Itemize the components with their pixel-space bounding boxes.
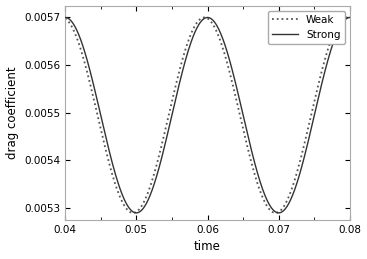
Strong bbox=[63, 16, 67, 19]
Strong bbox=[112, 169, 117, 172]
Weak bbox=[63, 17, 67, 20]
X-axis label: time: time bbox=[194, 240, 221, 254]
Legend: Weak, Strong: Weak, Strong bbox=[268, 11, 345, 44]
Strong bbox=[348, 16, 352, 19]
Strong bbox=[172, 103, 177, 106]
Line: Strong: Strong bbox=[65, 17, 350, 213]
Weak bbox=[95, 114, 100, 117]
Weak bbox=[348, 17, 352, 20]
Strong bbox=[185, 54, 189, 57]
Strong bbox=[95, 100, 100, 103]
Weak bbox=[131, 211, 135, 214]
Strong bbox=[134, 211, 138, 214]
Weak bbox=[185, 44, 189, 47]
Strong bbox=[342, 19, 347, 22]
Strong bbox=[312, 116, 316, 119]
Line: Weak: Weak bbox=[65, 17, 350, 213]
Weak bbox=[342, 16, 347, 19]
Weak bbox=[312, 102, 316, 105]
Weak bbox=[202, 16, 207, 19]
Y-axis label: drag coefficient: drag coefficient bbox=[6, 67, 19, 159]
Weak bbox=[112, 180, 117, 183]
Weak bbox=[172, 89, 177, 92]
